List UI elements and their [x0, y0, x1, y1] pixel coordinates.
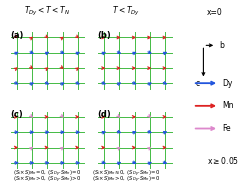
Text: $T<T_{Dy}$: $T<T_{Dy}$	[112, 5, 140, 18]
Text: x$\geq$0.05: x$\geq$0.05	[206, 155, 238, 166]
Text: $(S_i\!\times\!S)_{Mn}\!>\!0,\ (S_{Dy}\!\cdot\!S_{Mn})\!>\!0$: $(S_i\!\times\!S)_{Mn}\!>\!0,\ (S_{Dy}\!…	[13, 175, 81, 185]
Text: b: b	[219, 41, 224, 50]
Text: c: c	[195, 79, 199, 88]
Text: x=0: x=0	[206, 8, 222, 17]
Text: (b): (b)	[97, 31, 110, 40]
Text: $(S_i\!\times\!S)_{Mn}\!=\!0,\ (S_{Dy}\!\cdot\!S_{Mn})\!=\!0$: $(S_i\!\times\!S)_{Mn}\!=\!0,\ (S_{Dy}\!…	[13, 168, 81, 179]
Text: Fe: Fe	[222, 124, 230, 133]
Text: $(S_i\!\times\!S)_{Mn}\!>\!0,\ (S_{Dy}\!\cdot\!S_{Mn})\!=\!0$: $(S_i\!\times\!S)_{Mn}\!>\!0,\ (S_{Dy}\!…	[92, 175, 160, 185]
Text: $T_{Dy}<T<T_{N}$: $T_{Dy}<T<T_{N}$	[24, 5, 70, 18]
Text: $(S_i\!\times\!S)_{Mn}\!\approx\!0,\ (S_{Dy}\!\cdot\!S_{Mn})\!=\!0$: $(S_i\!\times\!S)_{Mn}\!\approx\!0,\ (S_…	[92, 168, 160, 179]
Text: (d): (d)	[97, 110, 110, 119]
Text: (c): (c)	[10, 110, 22, 119]
Text: (a): (a)	[10, 31, 23, 40]
Text: Dy: Dy	[222, 79, 232, 88]
Text: Mn: Mn	[222, 101, 233, 110]
